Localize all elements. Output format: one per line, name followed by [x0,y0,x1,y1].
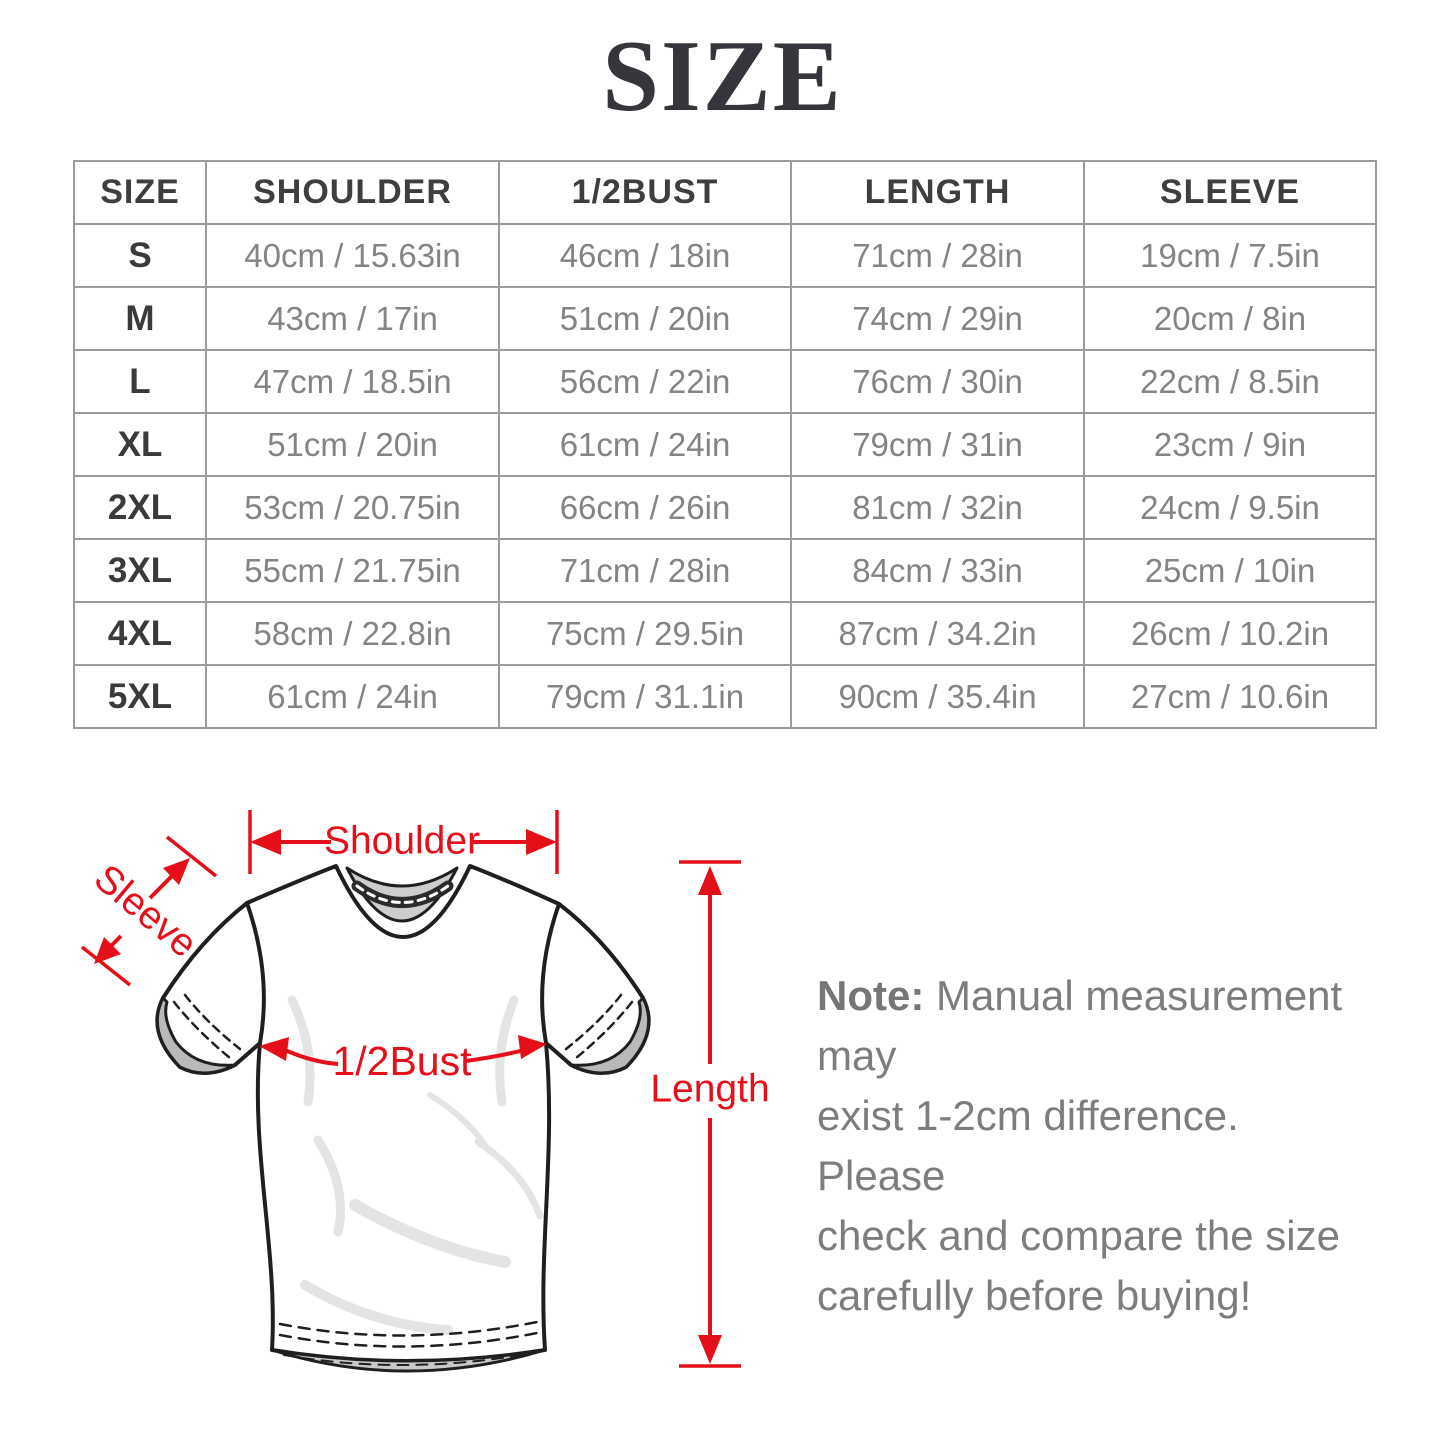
right-cuff-stitches [564,993,634,1060]
tshirt-body [155,864,651,1363]
size-table: SIZE SHOULDER 1/2BUST LENGTH SLEEVE S 40… [73,160,1377,729]
cell-size: L [73,349,207,414]
cell-sleeve: 27cm / 10.6in [1083,664,1377,729]
sleeve-arrowhead-top [163,858,190,885]
cell-size: M [73,286,207,351]
table-row: S 40cm / 15.63in 46cm / 18in 71cm / 28in… [73,223,1377,288]
table-row: M 43cm / 17in 51cm / 20in 74cm / 29in 20… [73,286,1377,351]
cell-sleeve: 22cm / 8.5in [1083,349,1377,414]
left-cuff [155,996,237,1075]
bust-arrowhead-right [518,1035,547,1059]
cell-length: 90cm / 35.4in [790,664,1085,729]
table-row: 2XL 53cm / 20.75in 66cm / 26in 81cm / 32… [73,475,1377,540]
cell-shoulder: 55cm / 21.75in [205,538,500,603]
length-label: Length [650,1067,769,1110]
measurement-annotations: Shoulder Sleeve 1/2Bust Lengt [80,810,770,1368]
cell-size: XL [73,412,207,477]
cell-length: 79cm / 31in [790,412,1085,477]
col-header-bust: 1/2BUST [498,160,792,225]
cell-shoulder: 53cm / 20.75in [205,475,500,540]
cell-length: 76cm / 30in [790,349,1085,414]
cell-bust: 66cm / 26in [498,475,792,540]
cell-bust: 56cm / 22in [498,349,792,414]
shoulder-arrowhead-right [526,829,557,855]
table-row: 3XL 55cm / 21.75in 71cm / 28in 84cm / 33… [73,538,1377,603]
note-prefix: Note: [817,972,925,1019]
cell-size: 3XL [73,538,207,603]
shoulder-arrowhead-left [250,829,281,855]
sleeve-tick-top [165,835,218,878]
bust-measure: 1/2Bust [259,1035,547,1084]
cell-shoulder: 58cm / 22.8in [205,601,500,666]
right-cuff [569,996,651,1075]
col-header-size: SIZE [73,160,207,225]
length-measure: Length [650,860,770,1368]
cell-length: 81cm / 32in [790,475,1085,540]
cell-length: 74cm / 29in [790,286,1085,351]
cell-sleeve: 23cm / 9in [1083,412,1377,477]
cell-sleeve: 20cm / 8in [1083,286,1377,351]
hem-stitches [278,1320,539,1366]
page-title: SIZE [602,20,843,133]
cell-length: 84cm / 33in [790,538,1085,603]
cell-sleeve: 25cm / 10in [1083,538,1377,603]
cell-bust: 51cm / 20in [498,286,792,351]
sleeve-tick-bottom [80,945,132,987]
fabric-wrinkles [287,995,544,1335]
cell-size: S [73,223,207,288]
note-line: carefully before buying! [817,1272,1252,1319]
cell-length: 71cm / 28in [790,223,1085,288]
cell-shoulder: 47cm / 18.5in [205,349,500,414]
collar-seam-band [351,880,454,908]
table-row: 5XL 61cm / 24in 79cm / 31.1in 90cm / 35.… [73,664,1377,729]
col-header-length: LENGTH [790,160,1085,225]
note-line: exist 1-2cm difference. Please [817,1092,1239,1199]
bust-arrowhead-left [259,1037,289,1061]
cell-size: 2XL [73,475,207,540]
cell-shoulder: 51cm / 20in [205,412,500,477]
cell-size: 5XL [73,664,207,729]
tshirt-illustration [155,864,651,1373]
cell-sleeve: 19cm / 7.5in [1083,223,1377,288]
length-arrowhead-bottom [698,1335,722,1364]
cell-shoulder: 61cm / 24in [205,664,500,729]
col-header-shoulder: SHOULDER [205,160,500,225]
note-line: Note: Manual measurement may [817,966,1357,1086]
table-row: 4XL 58cm / 22.8in 75cm / 29.5in 87cm / 3… [73,601,1377,666]
table-header-row: SIZE SHOULDER 1/2BUST LENGTH SLEEVE [73,160,1377,225]
table-row: L 47cm / 18.5in 56cm / 22in 76cm / 30in … [73,349,1377,414]
left-cuff-stitches [172,993,242,1060]
note-line: check and compare the size [817,1212,1340,1259]
table-row: XL 51cm / 20in 61cm / 24in 79cm / 31in 2… [73,412,1377,477]
cell-sleeve: 24cm / 9.5in [1083,475,1377,540]
note-line-1: Manual measurement may [817,972,1343,1079]
note-text: Note: Manual measurement may exist 1-2cm… [817,966,1357,1326]
bust-label: 1/2Bust [332,1038,472,1084]
shoulder-label: Shoulder [324,819,480,862]
tshirt-measurement-diagram: Shoulder Sleeve 1/2Bust Lengt [80,810,770,1373]
cell-bust: 71cm / 28in [498,538,792,603]
cell-shoulder: 40cm / 15.63in [205,223,500,288]
cell-bust: 46cm / 18in [498,223,792,288]
sleeve-arrowhead-bottom [94,937,121,964]
cell-sleeve: 26cm / 10.2in [1083,601,1377,666]
right-armhole-seam [540,902,561,1045]
neck-opening [345,866,459,923]
hem-lip [270,1348,547,1373]
cell-bust: 61cm / 24in [498,412,792,477]
length-arrowhead-top [698,866,722,895]
cell-length: 87cm / 34.2in [790,601,1085,666]
cell-bust: 79cm / 31.1in [498,664,792,729]
cell-bust: 75cm / 29.5in [498,601,792,666]
col-header-sleeve: SLEEVE [1083,160,1377,225]
shoulder-measure: Shoulder [248,810,559,874]
cell-shoulder: 43cm / 17in [205,286,500,351]
left-armhole-seam [245,901,266,1045]
cell-size: 4XL [73,601,207,666]
